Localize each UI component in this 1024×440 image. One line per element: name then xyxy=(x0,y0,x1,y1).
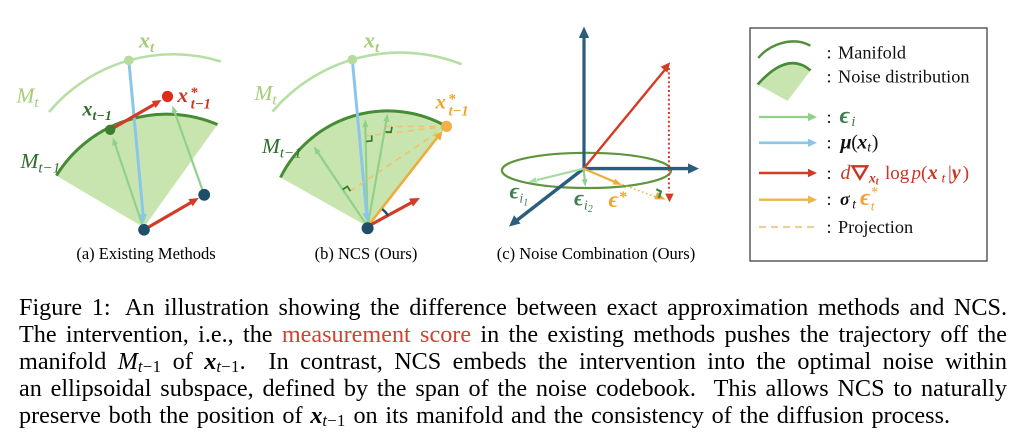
svg-text:Manifold: Manifold xyxy=(838,42,906,62)
svg-text:*: * xyxy=(871,185,878,201)
svg-text:x: x xyxy=(435,90,447,114)
svg-text:): ) xyxy=(963,163,969,184)
svg-text:Mt: Mt xyxy=(254,81,278,109)
svg-text:ϵ: ϵ xyxy=(860,185,871,211)
svg-text:x: x xyxy=(177,83,189,107)
svg-text::: : xyxy=(827,107,832,127)
svg-text:log: log xyxy=(885,163,910,184)
svg-text:(a) Existing Methods: (a) Existing Methods xyxy=(76,244,215,263)
svg-text:σ: σ xyxy=(840,189,851,209)
svg-text:t: t xyxy=(942,172,947,187)
svg-text:*: * xyxy=(449,92,457,108)
svg-text::: : xyxy=(827,163,832,183)
svg-text:xt: xt xyxy=(363,27,380,56)
svg-text:xt: xt xyxy=(868,171,880,188)
svg-text:p: p xyxy=(910,163,922,184)
svg-text:xt: xt xyxy=(138,28,155,57)
svg-text:Mt: Mt xyxy=(16,84,40,112)
svg-text:): ) xyxy=(872,131,879,153)
svg-text:i: i xyxy=(851,114,855,130)
svg-text:(c) Noise Combination (Ours): (c) Noise Combination (Ours) xyxy=(497,244,695,263)
svg-text:*: * xyxy=(619,189,627,206)
svg-text:t: t xyxy=(871,199,876,214)
svg-text:d: d xyxy=(841,162,852,184)
svg-text:x: x xyxy=(927,162,938,184)
svg-text:t−1: t−1 xyxy=(191,97,211,113)
svg-text:|: | xyxy=(948,163,952,184)
svg-text::: : xyxy=(827,67,832,87)
svg-text:(: ( xyxy=(921,163,927,184)
svg-text::: : xyxy=(827,132,832,152)
svg-text::: : xyxy=(827,217,832,237)
svg-text:*: * xyxy=(191,85,199,101)
svg-text:t: t xyxy=(867,140,872,155)
svg-text:t−1: t−1 xyxy=(449,103,469,119)
svg-text:t: t xyxy=(852,196,857,211)
svg-text:ϵ: ϵ xyxy=(840,103,851,129)
svg-text:μ: μ xyxy=(840,131,852,153)
svg-text:x: x xyxy=(856,131,867,153)
svg-text:Mt−1: Mt−1 xyxy=(20,149,61,177)
svg-text:Projection: Projection xyxy=(838,217,913,237)
svg-text::: : xyxy=(827,42,832,62)
svg-text:xt−1: xt−1 xyxy=(82,99,112,125)
svg-text::: : xyxy=(827,189,832,209)
svg-text:y: y xyxy=(950,162,961,184)
svg-text:(b) NCS (Ours): (b) NCS (Ours) xyxy=(315,244,418,263)
svg-text:Mt−1: Mt−1 xyxy=(261,134,302,162)
svg-text:ϵ: ϵ xyxy=(609,187,619,212)
svg-text:ϵi2: ϵi2 xyxy=(574,185,593,215)
svg-text:Noise distribution: Noise distribution xyxy=(838,67,970,87)
svg-text:(: ( xyxy=(851,131,858,153)
